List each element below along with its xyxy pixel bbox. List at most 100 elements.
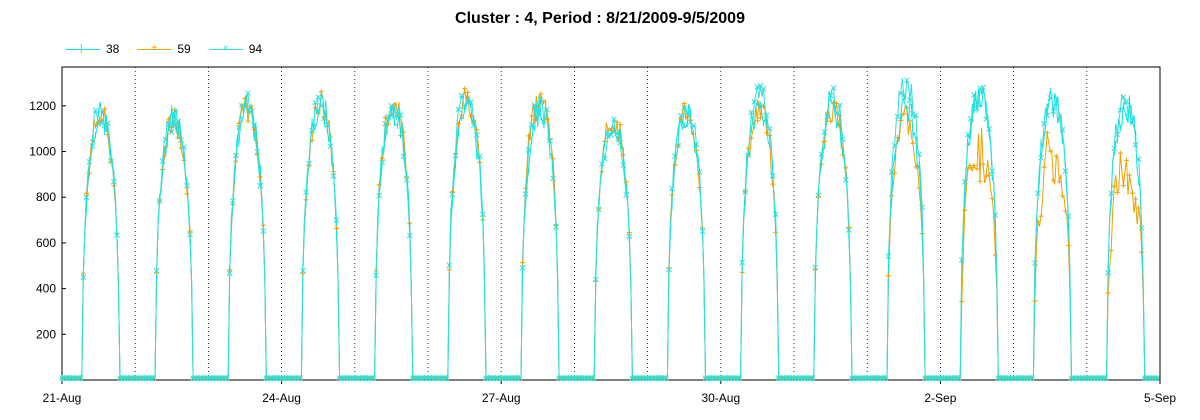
data-point-94	[330, 173, 337, 179]
data-point-94	[150, 375, 157, 382]
data-point-94	[309, 127, 315, 134]
data-point-94	[772, 211, 779, 218]
data-point-94	[162, 136, 169, 143]
data-point-94	[839, 136, 846, 143]
data-point-59	[846, 224, 852, 230]
data-point-94	[1041, 120, 1047, 127]
data-point-94	[1053, 100, 1060, 106]
data-point-94	[592, 276, 599, 283]
data-point-94	[1126, 109, 1133, 115]
data-point-94	[388, 102, 395, 109]
data-point-94	[900, 92, 907, 98]
data-point-94	[550, 175, 556, 182]
data-point-59	[983, 173, 989, 179]
data-point-59	[980, 161, 986, 167]
data-point-94	[159, 158, 166, 164]
y-tick-label: 1000	[29, 145, 56, 159]
data-point-59	[1059, 193, 1065, 199]
data-point-59	[974, 166, 980, 172]
data-point-94	[534, 107, 541, 113]
data-point-94	[903, 77, 910, 84]
data-point-94	[696, 169, 703, 175]
data-point-59	[379, 155, 385, 161]
data-point-59	[83, 190, 89, 196]
data-point-94	[675, 142, 681, 149]
data-point-94	[980, 84, 986, 91]
data-point-94	[897, 90, 904, 97]
data-point-59	[770, 181, 776, 187]
data-point-59	[815, 193, 821, 199]
data-point-94	[681, 104, 688, 111]
data-point-94	[110, 178, 117, 185]
data-point-94	[455, 106, 462, 113]
data-point-94	[1065, 213, 1072, 219]
data-point-94	[699, 228, 706, 235]
data-point-59	[617, 122, 623, 128]
data-point-59	[1133, 196, 1139, 202]
data-point-94	[239, 102, 245, 109]
data-point-59	[1056, 179, 1062, 185]
data-point-94	[620, 162, 627, 169]
data-point-59	[1127, 172, 1132, 178]
data-point-94	[821, 129, 828, 135]
data-point-94	[809, 375, 816, 382]
data-point-94	[1108, 190, 1115, 197]
data-point-94	[605, 133, 611, 140]
data-point-94	[114, 232, 120, 238]
data-point-94	[470, 122, 477, 129]
data-point-94	[964, 131, 971, 138]
data-point-94	[385, 114, 392, 120]
data-point-59	[163, 144, 169, 150]
data-point-59	[105, 132, 111, 138]
data-point-94	[406, 232, 413, 239]
data-point-59	[977, 178, 983, 184]
data-point-59	[184, 191, 190, 197]
data-point-94	[1032, 260, 1038, 266]
data-point-59	[257, 174, 263, 180]
data-point-94	[236, 124, 242, 131]
data-point-59	[1062, 208, 1068, 214]
data-point-59	[965, 166, 971, 172]
data-point-59	[672, 162, 678, 168]
data-point-59	[907, 118, 913, 124]
data-point-94	[370, 375, 376, 382]
data-point-94	[818, 151, 825, 158]
data-point-59	[968, 164, 974, 170]
legend-item-59: + 59	[137, 42, 191, 56]
data-point-94	[254, 148, 261, 155]
data-point-59	[462, 86, 468, 92]
data-point-94	[888, 169, 895, 176]
data-point-59	[910, 140, 916, 146]
data-point-59	[300, 270, 306, 276]
data-point-94	[961, 179, 968, 185]
data-point-94	[989, 168, 996, 174]
data-point-59	[748, 135, 754, 141]
data-point-94	[913, 112, 919, 119]
data-point-94	[324, 122, 331, 128]
data-point-59	[764, 130, 770, 136]
data-point-94	[885, 253, 892, 259]
data-point-94	[1114, 131, 1121, 138]
data-point-94	[537, 96, 544, 103]
data-point-59	[245, 118, 251, 124]
data-point-94	[165, 121, 172, 128]
data-point-94	[891, 142, 898, 149]
data-point-59	[309, 137, 315, 143]
data-point-59	[1114, 190, 1120, 196]
data-point-94	[184, 182, 190, 189]
series-line-59	[62, 88, 1159, 379]
data-point-59	[767, 132, 773, 138]
data-point-94	[958, 257, 965, 263]
data-point-59	[260, 222, 266, 228]
data-point-94	[223, 375, 230, 382]
data-point-94	[519, 265, 526, 271]
data-point-94	[589, 375, 596, 382]
data-point-94	[1138, 225, 1145, 231]
data-point-59	[251, 127, 257, 133]
data-point-59	[1050, 177, 1056, 183]
data-point-94	[955, 375, 962, 382]
data-point-94	[1062, 168, 1069, 174]
data-point-59	[102, 106, 108, 112]
data-point-59	[330, 169, 336, 175]
data-point-94	[1154, 375, 1160, 382]
